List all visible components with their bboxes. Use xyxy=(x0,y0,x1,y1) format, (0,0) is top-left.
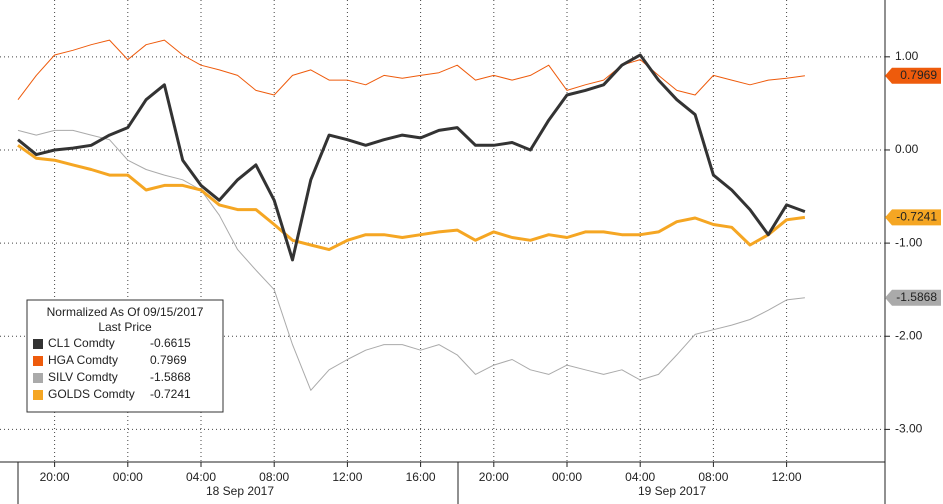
legend-swatch xyxy=(33,390,43,400)
x-tick-label: 08:00 xyxy=(698,470,728,484)
legend-swatch xyxy=(33,356,43,366)
legend-label: HGA Comdty xyxy=(48,353,118,367)
x-group-label: 19 Sep 2017 xyxy=(638,484,706,498)
series-line xyxy=(17,129,805,391)
y-tick-label: 0.00 xyxy=(895,142,919,156)
series-line xyxy=(17,39,805,101)
legend-swatch xyxy=(33,339,43,349)
x-tick-label: 12:00 xyxy=(332,470,362,484)
price-tag-label: -1.5868 xyxy=(896,290,937,304)
legend: Normalized As Of 09/15/2017 Last Price C… xyxy=(26,299,224,413)
legend-title: Normalized As Of 09/15/2017 xyxy=(47,305,204,319)
legend-label: GOLDS Comdty xyxy=(48,387,135,401)
price-tag xyxy=(885,209,941,226)
legend-label: CL1 Comdty xyxy=(48,336,115,350)
x-tick-label: 04:00 xyxy=(186,470,216,484)
price-tag-label: 0.7969 xyxy=(900,68,937,82)
x-group-label: 18 Sep 2017 xyxy=(206,484,274,498)
x-tick-label: 08:00 xyxy=(259,470,289,484)
legend-value: -0.6615 xyxy=(150,336,191,350)
legend-box xyxy=(26,299,224,413)
legend-value: -1.5868 xyxy=(150,370,191,384)
y-tick-label: -2.00 xyxy=(895,328,923,342)
legend-value: 0.7969 xyxy=(150,353,187,367)
x-tick-label: 20:00 xyxy=(479,470,509,484)
x-tick-label: 00:00 xyxy=(113,470,143,484)
x-tick-label: 04:00 xyxy=(625,470,655,484)
legend-subtitle: Last Price xyxy=(98,320,152,334)
y-tick-label: 1.00 xyxy=(895,49,919,63)
series-line xyxy=(17,144,806,252)
series-line xyxy=(17,53,806,262)
x-tick-label: 20:00 xyxy=(40,470,70,484)
price-tag xyxy=(885,289,941,306)
legend-swatch xyxy=(33,373,43,383)
price-tag-label: -0.7241 xyxy=(896,210,937,224)
y-tick-label: -3.00 xyxy=(895,422,923,436)
legend-value: -0.7241 xyxy=(150,387,191,401)
x-tick-label: 16:00 xyxy=(406,470,436,484)
y-tick-label: -1.00 xyxy=(895,235,923,249)
x-tick-label: 12:00 xyxy=(772,470,802,484)
x-tick-label: 00:00 xyxy=(552,470,582,484)
legend-label: SILV Comdty xyxy=(48,370,118,384)
price-tag xyxy=(885,67,941,84)
